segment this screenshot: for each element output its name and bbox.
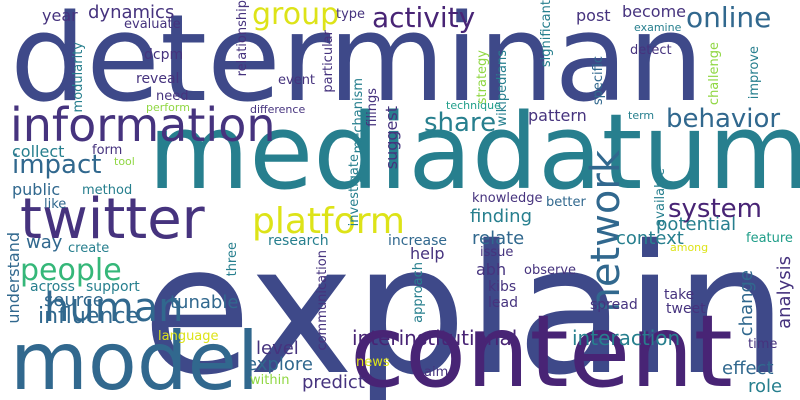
word-tool: tool [114,155,135,168]
word-technique: technique [446,99,501,112]
word-challenge: challenge [707,42,722,106]
word-examine: examine [634,21,682,34]
word-detect: detect [630,43,672,58]
word-difference: difference [250,103,306,116]
word-modularity: modularity [71,42,86,113]
word-role: role [748,376,783,397]
word-activity: activity [372,1,476,34]
word-year: year [42,6,78,25]
word-lead: lead [488,295,518,311]
word-observe: observe [524,263,577,278]
word-particular: particular [321,30,336,93]
word-approach: approach [411,262,426,323]
word-perform: perform [146,101,190,114]
word-better: better [546,195,586,210]
word-reveal: reveal [136,71,180,87]
word-knowledge: knowledge [472,191,543,206]
word-impact: impact [12,150,102,180]
word-system: system [668,194,762,224]
word-context: context [616,228,684,249]
word-online: online [686,1,772,34]
word-dcpm: dcpm [144,47,184,63]
word-information: information [10,98,276,152]
word-tweet: tweet [666,301,706,317]
word-specific: specific [591,56,606,106]
word-content: content [350,293,733,400]
word-change: change [736,270,757,337]
word-share: share [424,108,497,138]
word-across: across [30,279,75,295]
word-mechanism: mechanism [351,78,366,154]
word-dynamics: dynamics [88,2,175,23]
word-relationship: relationship [235,0,250,77]
word-available: available [653,168,668,227]
word-level: level [256,338,299,359]
word-research: research [268,233,329,249]
word-support: support [86,279,140,295]
word-analysis: analysis [774,256,795,329]
word-interinstitutional: interinstitutional [352,326,518,350]
word-interaction: interaction [572,326,681,350]
word-increase: increase [388,233,448,249]
word-need: need [156,89,189,104]
word-within: within [250,373,290,388]
word-become: become [622,2,687,21]
word-filings: filings [365,88,380,127]
word-type: type [336,7,366,22]
word-feature: feature [746,231,793,246]
word-finding: finding [470,206,533,227]
word-effect: effect [722,358,774,379]
word-explore: explore [246,354,313,375]
word-way: way [26,232,63,253]
word-news: news [356,355,390,370]
word-post: post [576,6,611,25]
word-people: people [20,253,122,288]
word-abh: abh [476,260,507,279]
word-three: three [225,242,240,277]
word-issue: issue [480,245,514,260]
word-determinan: determinan [10,0,704,129]
word-platform: platform [252,201,405,242]
word-kibs: kibs [488,279,517,295]
word-term: term [628,109,655,122]
word-communication: communication [315,250,330,351]
word-strategy: strategy [475,50,490,105]
word-behavior: behavior [666,104,781,134]
word-among: among [670,241,709,254]
word-wikipedians: wikipedians [495,50,510,127]
word-collect: collect [12,142,65,161]
word-relate: relate [472,228,525,249]
word-tunable: tunable [170,292,239,313]
word-language: language [158,329,219,344]
word-potential: potential [656,214,737,235]
word-source: source [44,290,104,311]
word-take: take [664,287,695,303]
word-mediadatum: mediadatum [148,91,800,213]
word-time: time [748,337,778,352]
word-method: method [82,183,133,198]
word-suggest: suggest [382,106,401,170]
word-like: like [44,197,67,212]
word-evaluate: evaluate [124,17,181,32]
word-pattern: pattern [528,106,587,125]
word-spread: spread [590,297,638,313]
word-event: event [278,73,316,88]
word-group: group [252,0,340,32]
word-twitter: twitter [20,187,205,252]
word-predict: predict [302,372,365,393]
word-human: human [44,285,184,331]
word-create: create [68,241,110,256]
word-improve: improve [747,46,762,100]
word-influence: influence [38,304,139,329]
word-aim: aim [424,365,449,380]
word-public: public [12,180,61,199]
word-understand: understand [4,232,23,324]
word-form: form [92,143,123,158]
word-investigate: investigate [347,154,362,227]
word-help: help [410,244,445,263]
word-explain: explain [142,207,788,400]
word-model: model [10,315,260,400]
word-significant: significant [539,0,554,68]
